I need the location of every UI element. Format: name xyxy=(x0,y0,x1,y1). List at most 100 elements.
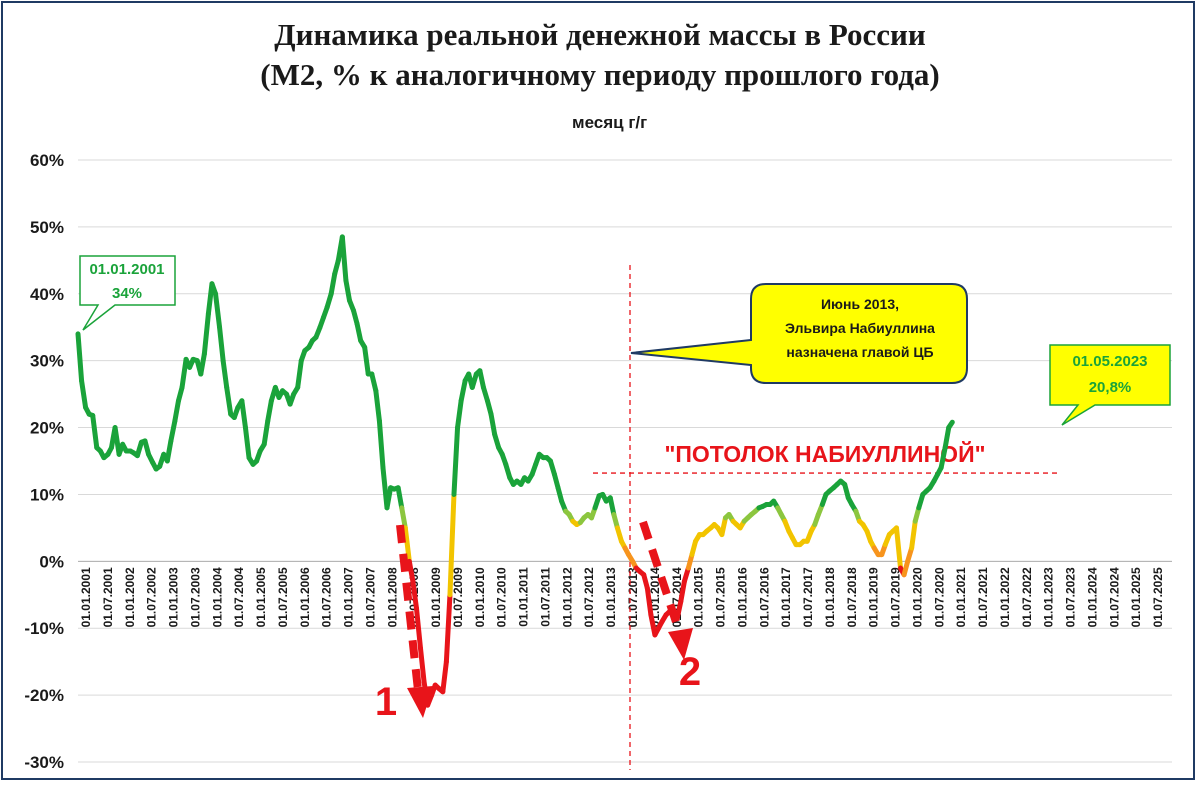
callout-end-date: 01.05.2023 xyxy=(1072,353,1147,370)
x-tick-label: 01.07.2005 xyxy=(276,567,290,627)
y-tick-label: 40% xyxy=(30,285,64,304)
series-segment xyxy=(477,368,486,390)
x-tick-label: 01.07.2022 xyxy=(1020,567,1034,627)
x-tick-label: 01.07.2013 xyxy=(626,567,640,627)
x-tick-label: 01.07.2020 xyxy=(932,567,946,627)
series-segment xyxy=(384,485,394,511)
x-tick-label: 01.07.2002 xyxy=(145,567,159,627)
x-tick-label: 01.07.2012 xyxy=(582,567,596,627)
series-segment xyxy=(455,398,464,431)
x-tick-label: 01.01.2002 xyxy=(123,567,137,627)
x-tick-label: 01.07.2019 xyxy=(889,567,903,627)
x-tick-label: 01.07.2023 xyxy=(1064,567,1078,627)
x-tick-label: 01.07.2001 xyxy=(101,567,115,627)
x-tick-label: 01.07.2006 xyxy=(320,567,334,627)
x-tick-label: 01.01.2005 xyxy=(254,567,268,627)
series-segment xyxy=(261,418,271,447)
callout-start-date: 01.01.2001 xyxy=(89,261,164,278)
series-segment xyxy=(179,356,189,390)
y-tick-label: -20% xyxy=(24,686,64,705)
x-tick-label: 01.01.2001 xyxy=(79,567,93,627)
series-segment xyxy=(79,378,89,410)
x-axis-ticks: 01.01.2001 01.07.2001 01.01.2002 01.07.2002… xyxy=(79,567,1165,627)
callout-end-value: 20,8% xyxy=(1089,379,1132,396)
series-segment xyxy=(451,425,461,497)
x-tick-label: 01.01.2004 xyxy=(210,567,224,627)
x-tick-label: 01.01.2019 xyxy=(867,567,881,627)
series-segment xyxy=(362,344,371,377)
legend-label: месяц г/г xyxy=(572,113,647,132)
series-line xyxy=(75,234,955,708)
series-segment xyxy=(217,324,226,364)
arrow-2 xyxy=(639,520,693,660)
x-tick-label: 01.01.2021 xyxy=(954,567,968,627)
series-segment xyxy=(242,425,252,461)
callout-nabiullina-line-2: Эльвира Набиуллина xyxy=(785,320,935,336)
x-tick-label: 01.01.2025 xyxy=(1129,567,1143,627)
series-segment xyxy=(224,384,234,417)
series-segment xyxy=(343,277,352,303)
series-segment xyxy=(239,398,248,431)
x-tick-label: 01.07.2021 xyxy=(976,567,990,627)
arrow-1 xyxy=(396,524,433,718)
series-segment xyxy=(447,491,457,598)
y-tick-label: 0% xyxy=(39,552,64,571)
series-segment xyxy=(220,358,230,390)
x-tick-label: 01.01.2006 xyxy=(298,567,312,627)
callout-end: 01.05.2023 20,8% xyxy=(1049,344,1171,426)
series-segment xyxy=(938,445,948,471)
x-tick-label: 01.01.2020 xyxy=(910,567,924,627)
y-tick-label: -30% xyxy=(24,753,64,772)
x-tick-label: 01.07.2010 xyxy=(495,567,509,627)
series-segment xyxy=(946,419,955,431)
x-tick-label: 01.01.2010 xyxy=(473,567,487,627)
x-tick-label: 01.01.2008 xyxy=(385,567,399,627)
x-tick-label: 01.01.2023 xyxy=(1042,567,1056,627)
x-tick-label: 01.01.2024 xyxy=(1085,567,1099,627)
series-segment xyxy=(198,351,207,377)
x-tick-label: 01.01.2016 xyxy=(735,567,749,627)
series-segment xyxy=(644,585,654,618)
y-axis-ticks: 60% 50% 40% 30% 20% 10% 0% -10% -20% -30% xyxy=(24,151,64,772)
series-segment xyxy=(488,411,498,437)
x-tick-label: 01.07.2024 xyxy=(1107,567,1121,627)
series-segment xyxy=(909,518,918,551)
series-segment xyxy=(168,418,178,444)
y-tick-label: 20% xyxy=(30,419,64,438)
series-segment xyxy=(942,425,952,451)
x-tick-label: 01.01.2022 xyxy=(998,567,1012,627)
series-segment xyxy=(201,311,211,357)
x-tick-label: 01.01.2009 xyxy=(429,567,443,627)
y-tick-label: 60% xyxy=(30,151,64,170)
y-tick-label: 50% xyxy=(30,218,64,237)
x-tick-label: 01.01.2011 xyxy=(517,567,531,627)
series-segment xyxy=(295,358,304,390)
series-segment xyxy=(172,398,181,424)
series-segment xyxy=(213,291,223,330)
series-segment xyxy=(458,378,468,404)
callout-nabiullina-line-3: назначена главой ЦБ xyxy=(786,344,933,360)
series-segment xyxy=(373,388,382,424)
y-axis-grid xyxy=(78,159,1172,763)
series-segment xyxy=(399,505,408,531)
x-tick-label: 01.01.2015 xyxy=(692,567,706,627)
y-tick-label: -10% xyxy=(24,619,64,638)
series-segment xyxy=(893,525,904,571)
series-segment xyxy=(719,515,728,538)
chart-title-line-1: Динамика реальной денежной массы в Росси… xyxy=(274,17,926,52)
series-segment xyxy=(443,592,453,665)
series-segment xyxy=(369,371,379,394)
series-segment xyxy=(376,418,386,471)
series-segment xyxy=(395,485,405,511)
x-tick-label: 01.01.2017 xyxy=(779,567,793,627)
series-segment xyxy=(607,495,617,518)
x-tick-label: 01.01.2007 xyxy=(342,567,356,627)
x-tick-label: 01.07.2011 xyxy=(538,567,552,627)
series-segment xyxy=(75,331,85,384)
callout-start: 01.01.2001 34% xyxy=(79,255,176,331)
series-segment xyxy=(265,398,274,424)
x-tick-label: 01.07.2009 xyxy=(451,567,465,627)
series-segment xyxy=(678,578,687,604)
x-tick-label: 01.01.2012 xyxy=(560,567,574,627)
x-tick-label: 01.01.2018 xyxy=(823,567,837,627)
